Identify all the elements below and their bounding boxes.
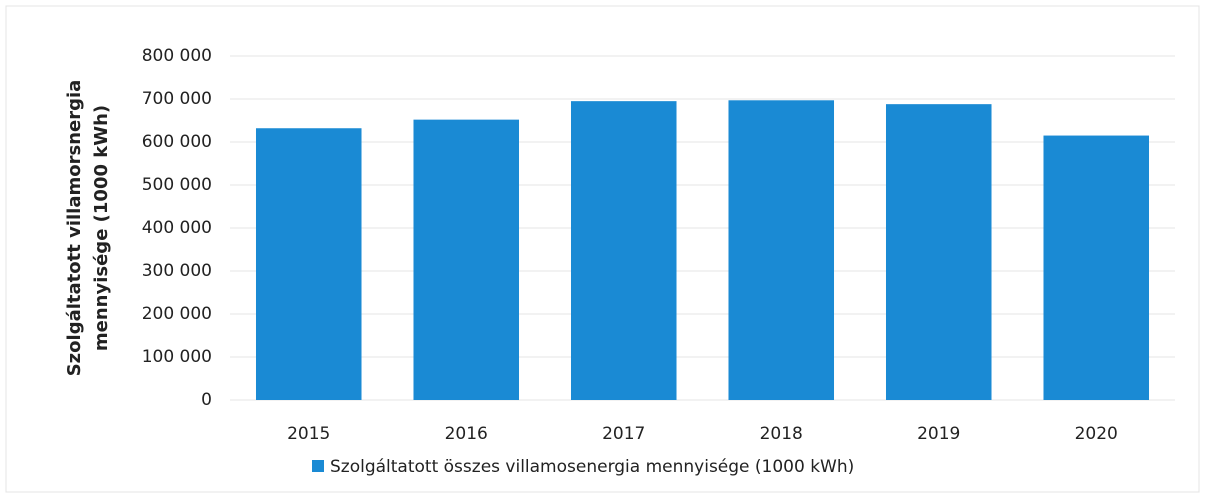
y-axis-label: Szolgáltatott villamorsnergia [64,80,85,377]
bar [1043,135,1150,401]
y-tick-label: 600 000 [142,132,212,152]
y-tick-label: 100 000 [142,347,212,367]
bar [413,119,520,400]
y-tick-label: 400 000 [142,218,212,238]
y-tick-label: 300 000 [142,261,212,281]
x-tick-label: 2019 [917,424,960,444]
x-tick-label: 2017 [602,424,645,444]
y-axis-label: mennyisége (1000 kWh) [91,105,112,351]
bar [885,104,992,400]
legend-label: Szolgáltatott összes villamosenergia men… [330,457,854,477]
y-tick-label: 800 000 [142,46,212,66]
y-tick-label: 0 [201,390,212,410]
x-tick-label: 2020 [1075,424,1118,444]
y-tick-label: 500 000 [142,175,212,195]
y-tick-label: 200 000 [142,304,212,324]
x-tick-label: 2015 [287,424,330,444]
bar [570,101,677,401]
legend: Szolgáltatott összes villamosenergia men… [312,457,854,477]
bar [255,128,362,401]
y-tick-label: 700 000 [142,89,212,109]
bar [728,100,835,400]
legend-swatch [312,460,324,472]
x-tick-label: 2018 [760,424,803,444]
x-tick-label: 2016 [445,424,488,444]
